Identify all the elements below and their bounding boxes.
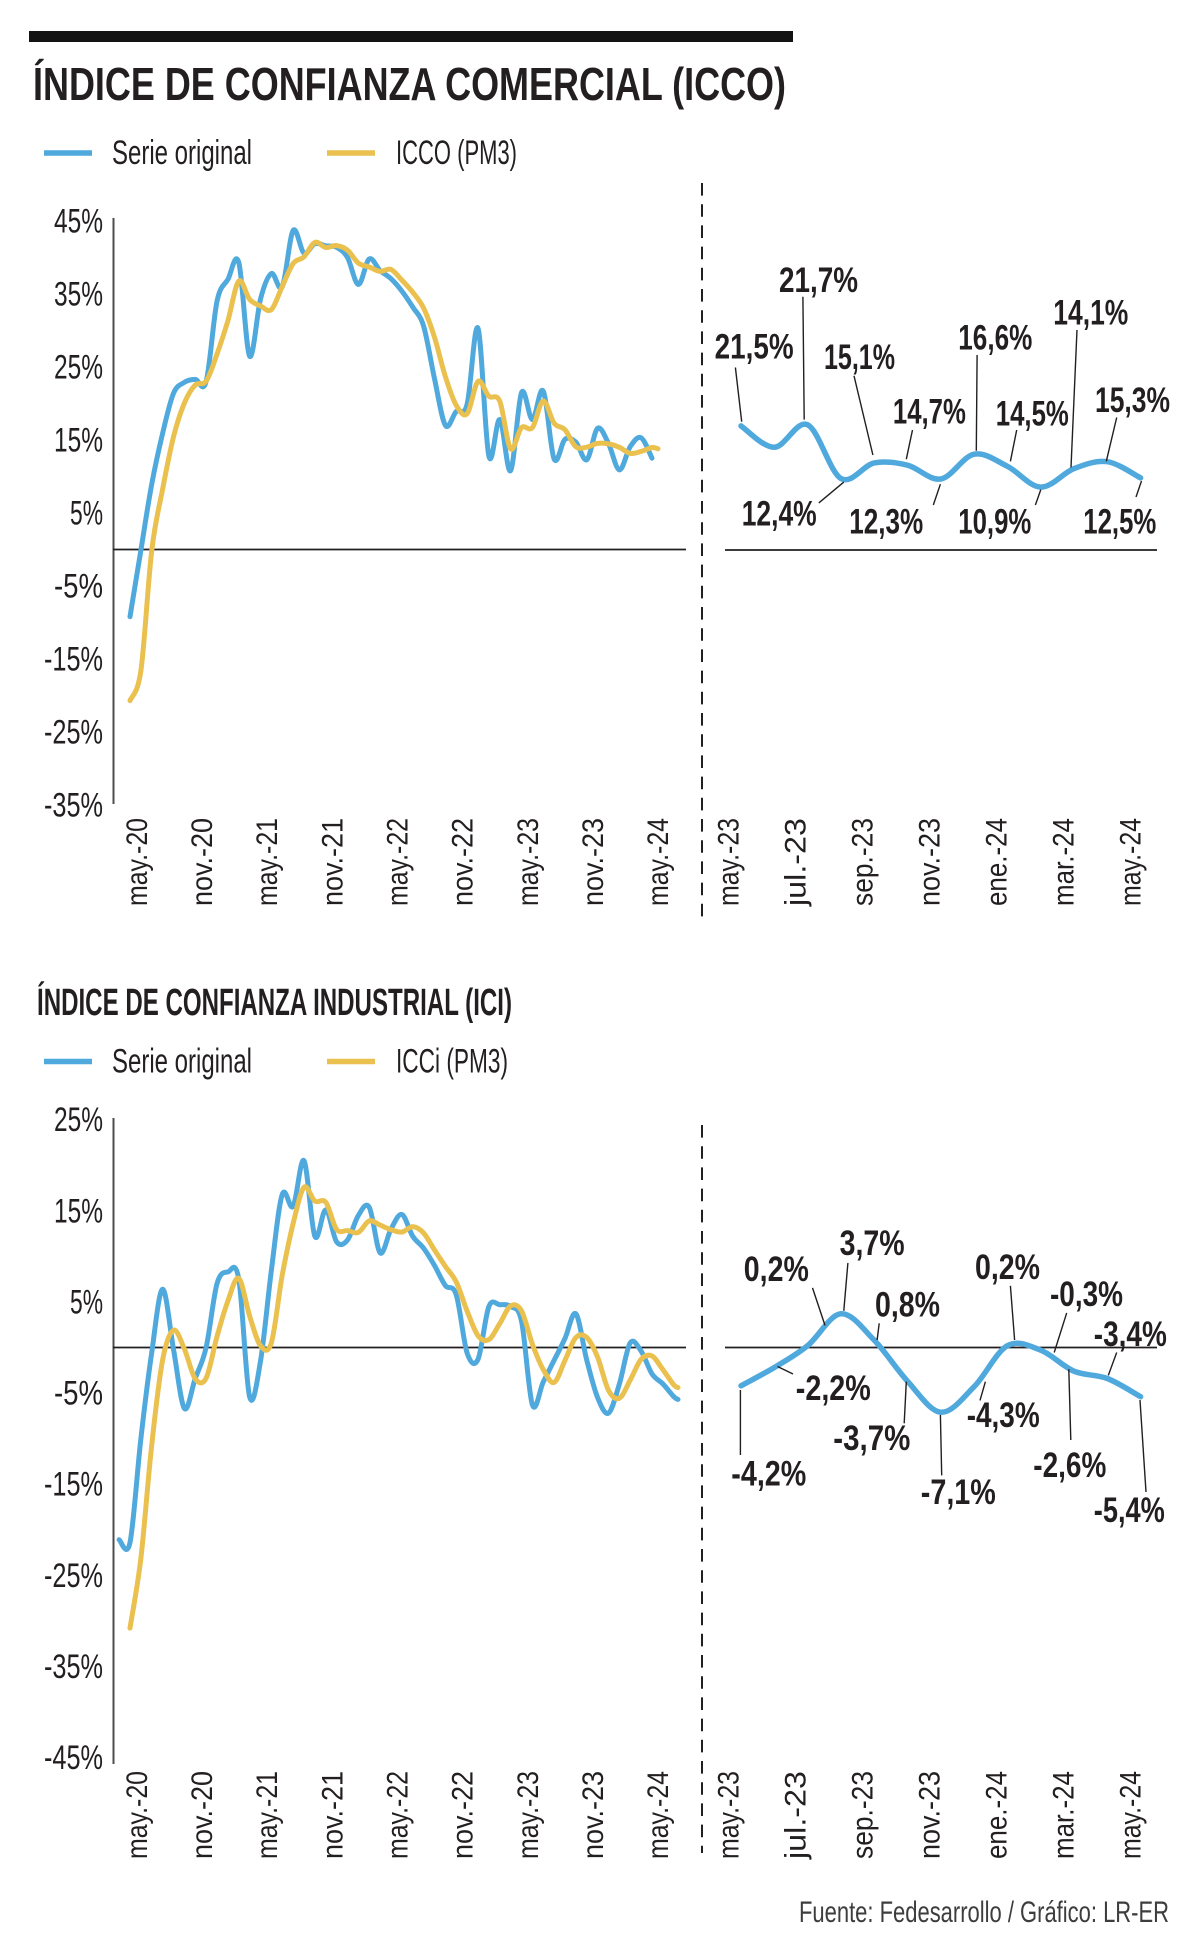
svg-text:jul.-23: jul.-23 — [780, 818, 813, 907]
svg-text:may.-24: may.-24 — [1115, 818, 1148, 906]
svg-text:Serie original: Serie original — [112, 134, 252, 172]
svg-text:ene.-24: ene.-24 — [981, 818, 1014, 906]
svg-text:-2,2%: -2,2% — [796, 1369, 871, 1408]
svg-text:Fuente: Fedesarrollo / Gráfico: Fuente: Fedesarrollo / Gráfico: LR-ER — [799, 1896, 1169, 1929]
svg-text:sep.-23: sep.-23 — [847, 818, 880, 906]
svg-text:nov.-23: nov.-23 — [577, 1771, 610, 1859]
svg-text:-15%: -15% — [44, 641, 103, 679]
svg-text:15,3%: 15,3% — [1095, 381, 1170, 420]
svg-text:14,5%: 14,5% — [996, 394, 1069, 433]
svg-text:ene.-24: ene.-24 — [981, 1771, 1014, 1859]
svg-text:nov.-21: nov.-21 — [316, 1771, 349, 1859]
svg-text:may.-23: may.-23 — [713, 1771, 746, 1859]
svg-text:5%: 5% — [70, 495, 103, 533]
svg-text:-25%: -25% — [44, 714, 103, 752]
svg-text:-35%: -35% — [44, 787, 103, 825]
svg-text:ÍNDICE DE CONFIANZA COMERCIAL: ÍNDICE DE CONFIANZA COMERCIAL (ICCO) — [33, 58, 786, 110]
svg-text:may.-20: may.-20 — [121, 1771, 154, 1859]
svg-text:nov.-23: nov.-23 — [914, 1771, 947, 1859]
svg-text:-4,2%: -4,2% — [731, 1454, 806, 1493]
svg-text:nov.-22: nov.-22 — [447, 1771, 480, 1859]
svg-text:ÍNDICE DE CONFIANZA INDUSTRIAL: ÍNDICE DE CONFIANZA INDUSTRIAL (ICI) — [37, 980, 512, 1024]
svg-text:14,7%: 14,7% — [893, 392, 966, 431]
svg-text:12,3%: 12,3% — [849, 503, 923, 542]
svg-text:12,4%: 12,4% — [742, 494, 817, 533]
svg-text:may.-20: may.-20 — [121, 818, 154, 906]
svg-text:may.-23: may.-23 — [512, 1771, 545, 1859]
svg-text:-5%: -5% — [54, 1375, 103, 1413]
svg-text:-35%: -35% — [44, 1648, 103, 1686]
svg-text:3,7%: 3,7% — [840, 1224, 905, 1263]
svg-text:nov.-22: nov.-22 — [447, 818, 480, 906]
svg-text:nov.-20: nov.-20 — [186, 818, 219, 906]
svg-text:nov.-23: nov.-23 — [577, 818, 610, 906]
svg-text:-4,3%: -4,3% — [967, 1396, 1040, 1435]
svg-text:-2,6%: -2,6% — [1033, 1446, 1106, 1485]
svg-text:-0,3%: -0,3% — [1050, 1275, 1123, 1314]
svg-text:45%: 45% — [54, 203, 103, 241]
svg-text:sep.-23: sep.-23 — [847, 1771, 880, 1859]
svg-text:0,2%: 0,2% — [975, 1248, 1040, 1287]
svg-text:-3,7%: -3,7% — [833, 1419, 910, 1458]
svg-text:-25%: -25% — [44, 1557, 103, 1595]
svg-text:12,5%: 12,5% — [1083, 503, 1156, 542]
svg-text:may.-22: may.-22 — [382, 1771, 415, 1859]
svg-text:21,5%: 21,5% — [715, 328, 794, 367]
svg-text:15%: 15% — [54, 422, 103, 460]
svg-text:may.-23: may.-23 — [512, 818, 545, 906]
svg-text:-7,1%: -7,1% — [921, 1473, 996, 1512]
svg-text:-15%: -15% — [44, 1466, 103, 1504]
svg-text:0,2%: 0,2% — [744, 1250, 809, 1289]
svg-text:Serie original: Serie original — [112, 1043, 252, 1081]
svg-text:14,1%: 14,1% — [1053, 294, 1128, 333]
svg-text:-45%: -45% — [44, 1739, 103, 1777]
svg-text:mar.-24: mar.-24 — [1048, 818, 1081, 906]
svg-text:may.-24: may.-24 — [642, 818, 675, 906]
svg-text:-3,4%: -3,4% — [1094, 1315, 1167, 1354]
svg-text:may.-24: may.-24 — [1115, 1771, 1148, 1859]
svg-text:35%: 35% — [54, 276, 103, 314]
svg-text:may.-24: may.-24 — [642, 1771, 675, 1859]
svg-text:15,1%: 15,1% — [824, 338, 895, 377]
svg-text:nov.-21: nov.-21 — [316, 818, 349, 906]
svg-text:ICCi (PM3): ICCi (PM3) — [396, 1043, 508, 1081]
svg-text:nov.-23: nov.-23 — [914, 818, 947, 906]
svg-text:25%: 25% — [54, 349, 103, 387]
svg-text:21,7%: 21,7% — [779, 261, 858, 300]
svg-text:15%: 15% — [54, 1192, 103, 1230]
svg-text:-5,4%: -5,4% — [1094, 1491, 1165, 1530]
svg-text:may.-21: may.-21 — [251, 1771, 284, 1859]
svg-text:nov.-20: nov.-20 — [186, 1771, 219, 1859]
svg-text:ICCO (PM3): ICCO (PM3) — [396, 134, 517, 172]
svg-text:25%: 25% — [54, 1101, 103, 1139]
svg-text:mar.-24: mar.-24 — [1048, 1771, 1081, 1859]
svg-text:jul.-23: jul.-23 — [780, 1771, 813, 1860]
svg-text:may.-22: may.-22 — [382, 818, 415, 906]
svg-text:0,8%: 0,8% — [875, 1286, 940, 1325]
svg-text:-5%: -5% — [54, 568, 103, 606]
svg-text:may.-23: may.-23 — [713, 818, 746, 906]
svg-text:may.-21: may.-21 — [251, 818, 284, 906]
svg-text:5%: 5% — [70, 1284, 103, 1322]
svg-text:16,6%: 16,6% — [958, 319, 1032, 358]
svg-text:10,9%: 10,9% — [958, 503, 1031, 542]
